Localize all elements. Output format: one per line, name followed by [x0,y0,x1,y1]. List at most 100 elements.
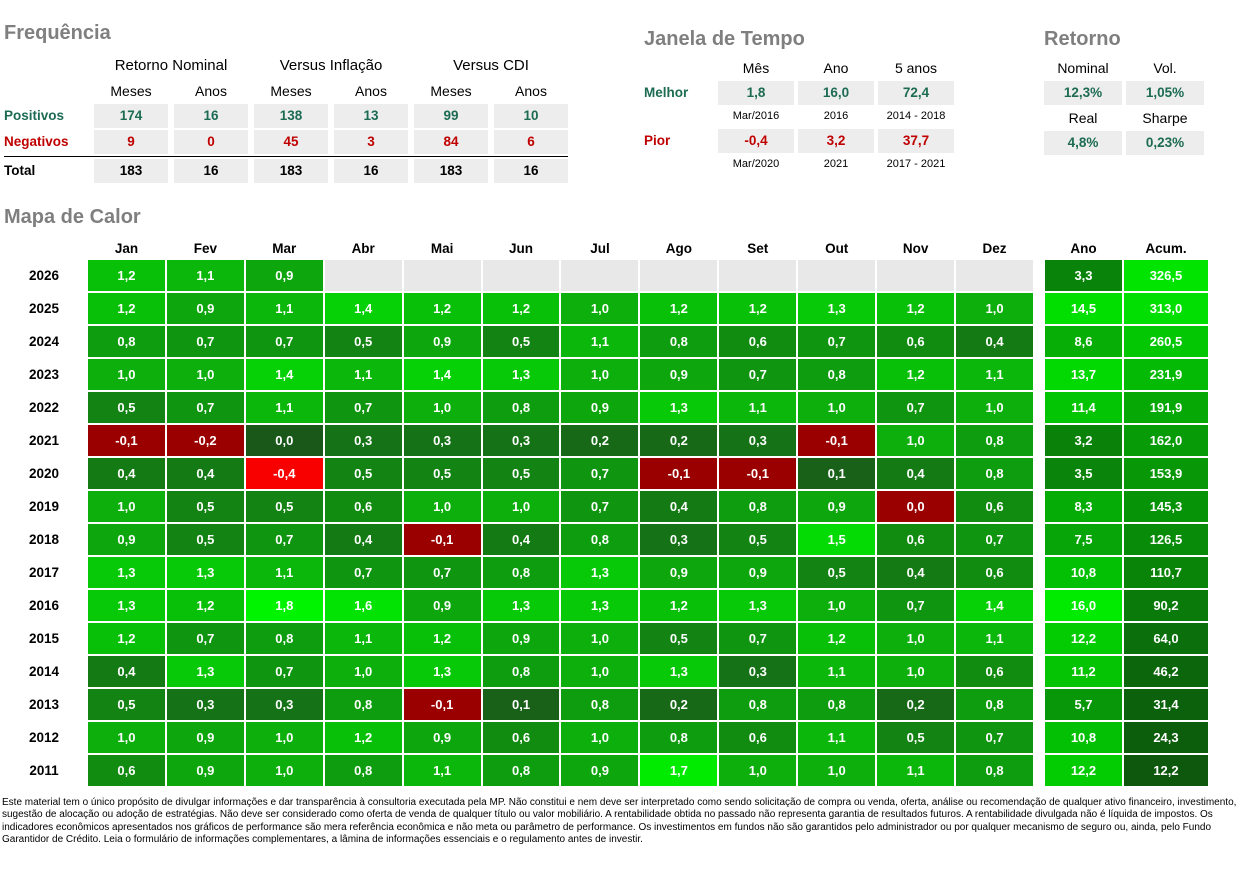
heatmap-row-spacer [1035,689,1043,720]
heatmap-cell: 1,0 [245,722,323,753]
heatmap-acum-cell: 191,9 [1123,392,1208,423]
heatmap-cell: 0,9 [166,755,244,786]
heatmap-cell: 1,4 [956,590,1033,621]
janela-period-spacer [644,155,714,175]
heatmap-empty-cell [324,260,402,291]
heatmap-acum-cell: 64,0 [1123,623,1208,654]
heatmap-ano-cell: 7,5 [1044,524,1122,555]
janela-period-label: Mar/2016 [732,110,780,122]
heatmap-cell: 1,2 [324,722,402,753]
janela-col-header: 5 anos [894,60,938,76]
heatmap-cell: 0,9 [245,260,323,291]
heatmap-ano-cell: 3,3 [1044,260,1122,291]
heatmap-cell: -0,1 [88,425,165,456]
freq-value-cell: 16 [494,159,568,183]
heatmap-cell: 0,3 [719,656,797,687]
heatmap-ano-cell: 10,8 [1044,557,1122,588]
freq-value-cell: 45 [254,130,328,154]
heatmap-cell: 0,6 [956,656,1033,687]
heatmap-cell: 1,4 [403,359,481,390]
heatmap-cell: 0,5 [166,491,244,522]
heatmap-row-spacer [1035,293,1043,324]
heatmap-cell: 0,7 [245,656,323,687]
freq-value-cell: 16 [174,159,248,183]
heatmap-cell: 1,1 [245,557,323,588]
heatmap-cell: 0,7 [956,524,1033,555]
heatmap-cell: 0,9 [561,755,639,786]
freq-sub-header: Anos [195,83,227,99]
freq-value-cell: 183 [254,159,328,183]
heatmap-col-header: Acum. [1145,240,1187,256]
heatmap-cell: 0,6 [877,326,955,357]
heatmap-cell: 0,2 [640,689,718,720]
freq-row-label: Positivos [4,108,65,123]
heatmap-cell: 0,8 [561,689,639,720]
heatmap-cell: 0,6 [956,491,1033,522]
disclaimer-text: Este material tem o único propósito de d… [2,797,1237,846]
heatmap-cell: 0,8 [640,326,718,357]
heatmap-col-header: Ano [1070,240,1097,256]
freq-value-cell: 3 [334,130,408,154]
janela-period-label: 2021 [823,158,849,170]
heatmap-ano-cell: 11,2 [1044,656,1122,687]
retorno-col-header: Nominal [1057,60,1109,76]
heatmap-cell: 0,9 [403,590,481,621]
retorno-col-header: Sharpe [1142,110,1188,126]
heatmap-cell: 0,5 [877,722,955,753]
freq-value-cell: 99 [414,104,488,128]
heatmap-cell: 1,2 [877,293,955,324]
heatmap-cell: 1,8 [245,590,323,621]
heatmap-grid: Jan Fev Mar Abr Mai Jun Jul Ago Set Out Nov Dez Ano A… [2,238,1208,786]
freq-value-cell: 138 [254,104,328,128]
heatmap-cell: 1,3 [561,557,639,588]
heatmap-cell: 0,9 [640,359,718,390]
heatmap-year-label: 2017 [28,565,60,580]
heatmap-cell: 1,0 [798,392,876,423]
heatmap-cell: 1,1 [956,359,1033,390]
heatmap-cell: 1,0 [719,755,797,786]
heatmap-cell: 0,7 [245,524,323,555]
retorno-title: Retorno [1044,28,1121,50]
heatmap-cell: 1,2 [640,293,718,324]
heatmap-cell: 0,4 [877,458,955,489]
heatmap-col-header: Dez [982,240,1007,256]
heatmap-row-spacer [1035,590,1043,621]
heatmap-col-header: Nov [902,240,929,256]
heatmap-cell: 0,5 [324,326,402,357]
retorno-col-header: Real [1068,110,1098,126]
heatmap-cell: 1,3 [640,656,718,687]
heatmap-ano-cell: 12,2 [1044,623,1122,654]
heatmap-cell: 1,3 [561,590,639,621]
heatmap-cell: 1,2 [877,359,955,390]
heatmap-cell: 0,8 [956,689,1033,720]
heatmap-acum-cell: 231,9 [1123,359,1208,390]
heatmap-cell: 0,7 [166,623,244,654]
janela-period-label: Mar/2020 [732,158,780,170]
heatmap-cell: 0,5 [403,458,481,489]
heatmap-empty-cell [640,260,718,291]
heatmap-cell: 0,7 [166,326,244,357]
heatmap-acum-cell: 313,0 [1123,293,1208,324]
heatmap-cell: 0,9 [640,557,718,588]
heatmap-cell: 1,1 [166,260,244,291]
heatmap-cell: 1,1 [877,755,955,786]
heatmap-cell: 0,0 [245,425,323,456]
heatmap-ano-cell: 10,8 [1044,722,1122,753]
heatmap-row-spacer [1035,656,1043,687]
freq-value-cell: 84 [414,130,488,154]
freq-row-label: Negativos [4,134,69,149]
heatmap-cell: 0,9 [798,491,876,522]
heatmap-ano-cell: 3,2 [1044,425,1122,456]
heatmap-cell: 1,0 [88,359,165,390]
heatmap-cell: 1,0 [956,293,1033,324]
heatmap-cell: 0,3 [403,425,481,456]
heatmap-cell: 1,1 [324,623,402,654]
heatmap-cell: -0,1 [719,458,797,489]
heatmap-cell: 0,6 [719,722,797,753]
heatmap-cell: 0,8 [324,755,402,786]
heatmap-row-spacer [1035,755,1043,786]
heatmap-acum-cell: 46,2 [1123,656,1208,687]
freq-value-cell: 174 [94,104,168,128]
heatmap-year-label: 2011 [29,763,59,778]
freq-sub-header: Meses [270,83,312,99]
